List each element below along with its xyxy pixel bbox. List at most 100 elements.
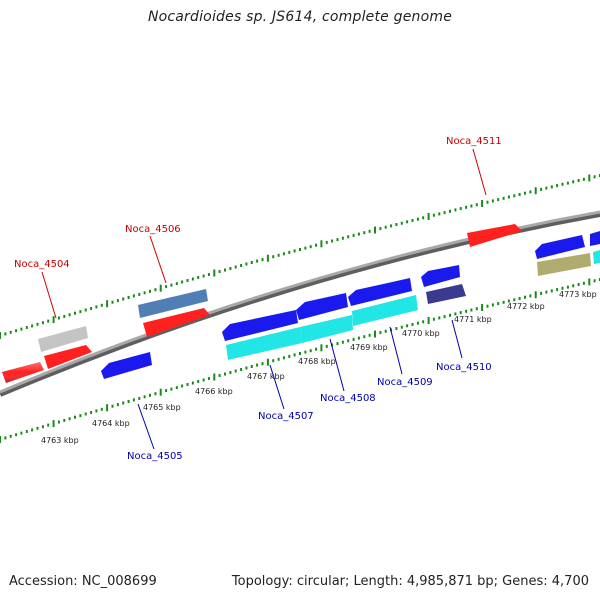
top-tick [556, 184, 559, 188]
bottom-tick [293, 353, 296, 357]
top-tick [234, 265, 237, 269]
top-tick [245, 262, 248, 266]
bottom-tick [175, 386, 178, 390]
bottom-tick [52, 420, 55, 428]
bottom-tick [36, 426, 39, 430]
bottom-tick [550, 289, 553, 293]
top-tick [320, 240, 323, 248]
bottom-tick [379, 331, 382, 335]
bottom-tick [256, 363, 259, 367]
top-tick [341, 236, 344, 240]
bottom-tick [459, 311, 462, 315]
gene-noca-4505-reverse[interactable] [101, 352, 152, 379]
top-tick [20, 327, 23, 331]
top-tick [513, 194, 516, 198]
bottom-tick [486, 304, 489, 308]
bottom-tick [181, 384, 184, 388]
top-tick [582, 177, 585, 181]
top-tick [422, 216, 425, 220]
gene-right-reverse[interactable] [535, 235, 585, 259]
gene-noca-4511-forward[interactable] [467, 224, 522, 247]
scale-label: 4763 kbp [41, 436, 79, 445]
reverse-strand-genes [101, 235, 585, 379]
bottom-tick [368, 333, 371, 337]
gene-noca-4506-forward[interactable] [138, 289, 208, 318]
top-tick [57, 316, 60, 320]
label-noca-4509[interactable]: Noca_4509 [377, 377, 433, 388]
gene-noca-4510-reverse[interactable] [421, 265, 460, 287]
label-noca-4510[interactable]: Noca_4510 [436, 362, 492, 373]
top-tick [84, 308, 87, 312]
top-tick [207, 273, 210, 276]
top-tick [454, 208, 457, 212]
bottom-tick [240, 368, 243, 371]
top-tick [272, 255, 275, 259]
top-tick [572, 180, 575, 184]
bottom-tick [357, 336, 360, 340]
bottom-tick [400, 325, 403, 329]
gene-noca-4508-reverse[interactable] [296, 293, 348, 320]
top-tick [561, 182, 564, 186]
bottom-tick [57, 420, 60, 424]
label-noca-4505[interactable]: Noca_4505 [127, 451, 183, 462]
bottom-tick [229, 371, 232, 374]
scale-label: 4770 kbp [402, 329, 440, 338]
scale-label: 4765 kbp [143, 403, 181, 412]
top-tick [138, 292, 141, 296]
bottom-tick [127, 400, 130, 403]
gene-noca-4510-navy[interactable] [426, 284, 466, 304]
bottom-tick [540, 291, 543, 295]
scale-label: 4772 kbp [507, 302, 545, 311]
bottom-tick [374, 330, 376, 338]
gene-gray-forward[interactable] [38, 326, 88, 352]
bottom-tick [577, 283, 580, 286]
bottom-tick [159, 388, 162, 396]
gene-noca-4508-cyan[interactable] [300, 315, 353, 343]
gene-noca-4507-cyan[interactable] [226, 327, 302, 360]
top-tick [315, 243, 318, 247]
bottom-tick [416, 321, 419, 325]
top-tick [475, 203, 478, 207]
label-noca-4507[interactable]: Noca_4507 [258, 411, 314, 422]
label-noca-4508[interactable]: Noca_4508 [320, 393, 376, 404]
top-tick [165, 285, 168, 289]
label-noca-4506[interactable]: Noca_4506 [125, 224, 181, 235]
bottom-tick [191, 381, 194, 385]
gene-olive-forward [537, 253, 591, 276]
gene-noca-4509-reverse[interactable] [348, 278, 412, 306]
gene-noca-4507-reverse[interactable] [222, 310, 298, 341]
bottom-tick [507, 299, 510, 303]
top-tick [400, 221, 403, 225]
top-tick [63, 314, 66, 318]
top-tick [507, 195, 510, 199]
top-tick [524, 191, 526, 195]
top-tick [127, 296, 130, 299]
top-tick [427, 213, 430, 220]
top-tick [502, 196, 505, 200]
top-tick [331, 239, 334, 243]
bottom-tick [497, 302, 500, 306]
gene-noca-4509-cyan[interactable] [352, 295, 418, 326]
bottom-tick [432, 317, 435, 321]
top-tick [325, 240, 328, 244]
top-tick [261, 258, 264, 262]
label-noca-4511[interactable]: Noca_4511 [446, 136, 502, 147]
accession-text: Accession: NC_008699 [9, 574, 157, 589]
gene-noca-4504b-forward[interactable] [44, 345, 92, 369]
bottom-tick [341, 340, 344, 344]
bottom-tick [149, 393, 151, 397]
bottom-tick [111, 404, 114, 408]
gene-noca-4506b-forward[interactable] [143, 308, 210, 337]
top-tick [116, 299, 119, 303]
top-tick [443, 211, 446, 215]
top-tick [293, 249, 296, 253]
top-tick [159, 284, 162, 292]
pointer-noca-4511 [472, 148, 487, 196]
bottom-tick [106, 404, 109, 412]
top-tick-row [0, 174, 600, 339]
bottom-tick [90, 411, 93, 414]
label-noca-4504[interactable]: Noca_4504 [14, 259, 70, 270]
top-tick [395, 223, 398, 226]
bottom-tick [25, 430, 28, 433]
